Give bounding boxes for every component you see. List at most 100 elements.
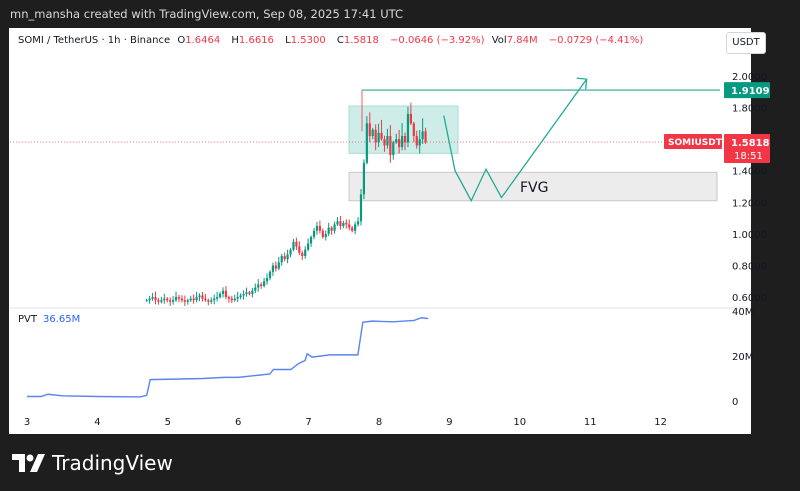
candle-body — [292, 241, 295, 250]
countdown-label: 18:51 — [734, 151, 763, 162]
candle-body — [227, 297, 230, 299]
candle — [307, 238, 310, 252]
pvt-axis-tick: 40M — [732, 307, 753, 318]
candle — [163, 293, 166, 304]
candle — [283, 252, 286, 262]
pvt-value: 36.65M — [42, 314, 81, 325]
candle — [213, 294, 216, 305]
high-label: H — [231, 35, 239, 46]
candle — [245, 287, 248, 297]
last-price-tag — [724, 134, 770, 164]
candle — [242, 290, 245, 300]
candle-body — [348, 224, 351, 228]
candle-body — [271, 265, 275, 272]
symbol-legend: SOMI / TetherUS · 1h · Binance O1.6464 H… — [18, 35, 647, 46]
candle — [257, 279, 260, 292]
candle — [298, 241, 301, 256]
candle — [327, 222, 330, 237]
candle-body — [192, 298, 195, 301]
candle-body — [207, 300, 210, 302]
candle-body — [166, 298, 169, 301]
candle — [368, 112, 371, 143]
candle-body — [383, 139, 386, 146]
candle-body — [221, 290, 225, 294]
open-value: 1.6464 — [185, 35, 221, 46]
target-price-tag — [724, 82, 770, 99]
fvg-label: FVG — [520, 180, 548, 196]
candle — [386, 128, 389, 149]
candle-body — [254, 287, 257, 291]
candle-body — [248, 292, 251, 294]
candle-body — [257, 284, 260, 288]
close-label: C — [336, 35, 344, 46]
pvt-legend[interactable]: PVT 36.65M — [18, 314, 80, 325]
candle — [351, 226, 354, 233]
candle — [166, 297, 169, 303]
candle — [277, 256, 280, 271]
candle-body — [409, 113, 412, 124]
candle-body — [421, 131, 424, 140]
symbol-name[interactable]: SOMI / TetherUS · 1h · Binance — [18, 35, 171, 46]
volume-change: −0.0729 (−4.41%) — [548, 35, 644, 46]
candle-body — [412, 123, 415, 137]
candle — [301, 250, 304, 261]
candle-body — [180, 298, 184, 301]
candle-body — [239, 295, 242, 298]
candle — [160, 296, 163, 304]
candle-body — [298, 246, 301, 253]
fvg-zone[interactable] — [348, 171, 718, 202]
chart-panel[interactable] — [9, 28, 751, 434]
candle — [342, 220, 345, 229]
candle-body — [145, 300, 148, 302]
pvt-line[interactable] — [27, 317, 429, 398]
candle — [230, 295, 233, 304]
candle — [201, 292, 204, 302]
candle — [348, 219, 351, 231]
candle — [239, 293, 242, 300]
candle-body — [236, 297, 239, 299]
candle — [389, 124, 392, 163]
projection-path[interactable] — [443, 78, 588, 203]
candle-body — [400, 136, 404, 148]
candle-body — [327, 227, 330, 234]
candle — [286, 249, 289, 264]
candle — [271, 262, 275, 276]
candle-body — [318, 226, 321, 231]
currency-button[interactable]: USDT — [726, 32, 766, 54]
candle-body — [336, 221, 339, 225]
candle — [321, 228, 324, 239]
candle — [371, 128, 374, 140]
chart-caption: mn_mansha created with TradingView.com, … — [10, 7, 404, 21]
candle-body — [301, 252, 304, 257]
candle — [157, 298, 160, 305]
candle — [336, 217, 339, 227]
candle-body — [183, 300, 186, 302]
candle-body — [392, 142, 395, 155]
candle — [318, 220, 321, 234]
candle — [356, 217, 360, 227]
candle-body — [321, 230, 324, 238]
last-price-label: 1.5818 — [731, 138, 770, 149]
candle — [359, 189, 363, 226]
candle-body — [356, 221, 360, 225]
candle-body — [371, 129, 374, 137]
candle-body — [230, 298, 233, 301]
candle-body — [198, 295, 201, 298]
candle — [289, 248, 292, 258]
candle-body — [395, 139, 398, 143]
candle — [406, 106, 410, 148]
candle — [169, 297, 172, 306]
candle-body — [354, 224, 357, 231]
candle — [254, 283, 257, 293]
time-tick: 10 — [513, 417, 526, 428]
candle — [354, 221, 357, 235]
candle-body — [274, 265, 277, 269]
candle-body — [163, 298, 166, 301]
candle-body — [189, 298, 192, 301]
tradingview-logo-icon — [12, 454, 45, 472]
range-box[interactable] — [348, 105, 459, 154]
tradingview-logo[interactable]: TradingView — [12, 451, 173, 475]
price-tick: 1.0000 — [732, 230, 767, 241]
candle — [148, 295, 151, 304]
